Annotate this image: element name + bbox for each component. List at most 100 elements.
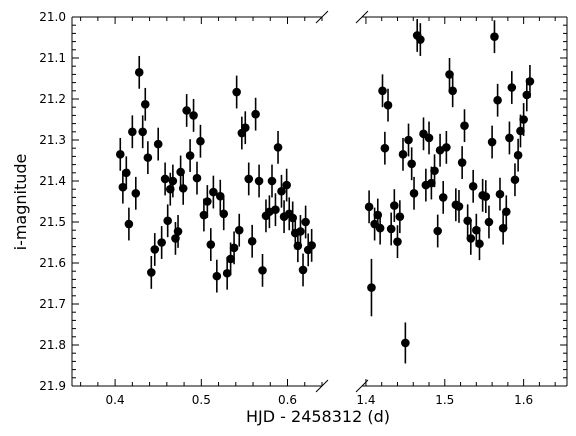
- data-point: [251, 109, 260, 119]
- data-point: [222, 268, 232, 278]
- y-tick-label: 21.2: [39, 92, 66, 106]
- data-point: [487, 137, 497, 147]
- x-tick-label: 0.4: [106, 393, 125, 407]
- y-tick-label: 21.0: [39, 10, 66, 24]
- data-point: [367, 283, 376, 292]
- data-point: [157, 238, 166, 247]
- data-point: [490, 32, 499, 41]
- data-point: [138, 127, 147, 137]
- data-point: [185, 151, 195, 160]
- data-point: [430, 166, 439, 176]
- data-point: [273, 143, 283, 152]
- x-tick-label: 0.6: [278, 393, 297, 407]
- data-point: [163, 216, 172, 226]
- data-point: [438, 193, 448, 202]
- data-point: [203, 197, 212, 206]
- data-point: [445, 70, 454, 79]
- data-point: [153, 139, 163, 149]
- y-tick-label: 21.3: [39, 133, 66, 147]
- data-point: [383, 100, 393, 110]
- data-point: [463, 216, 472, 226]
- axis-break-mark: [315, 379, 329, 393]
- data-point: [229, 243, 239, 253]
- data-point: [192, 173, 202, 183]
- axis-break-mark: [355, 10, 369, 24]
- data-point: [498, 223, 508, 233]
- data-point: [189, 111, 198, 120]
- data-point: [215, 191, 225, 201]
- data-point: [481, 192, 491, 201]
- data-point: [254, 176, 264, 186]
- axis-break-marks: [315, 10, 369, 393]
- data-point: [134, 68, 144, 77]
- left-panel: [71, 16, 323, 387]
- data-point: [232, 87, 241, 97]
- data-point: [493, 95, 502, 105]
- data-point: [516, 126, 525, 136]
- data-point: [301, 217, 310, 227]
- data-point: [143, 153, 153, 162]
- y-tick-label: 21.4: [39, 174, 66, 188]
- axis-break-mark: [355, 379, 369, 393]
- data-point: [401, 338, 410, 348]
- data-point: [128, 127, 137, 137]
- data-point: [307, 241, 316, 250]
- data-point: [398, 150, 408, 159]
- right-panel-marks: [364, 19, 535, 364]
- left-panel-frame: [71, 16, 322, 387]
- y-tick-label: 21.5: [39, 215, 66, 229]
- y-tick-label: 21.9: [39, 379, 66, 393]
- data-point: [240, 123, 250, 132]
- data-point: [173, 227, 183, 236]
- data-point: [513, 150, 523, 160]
- data-point: [393, 237, 402, 246]
- data-point: [386, 224, 396, 234]
- data-point: [448, 86, 457, 96]
- right-panel: [362, 16, 568, 387]
- data-point: [247, 236, 257, 246]
- data-point: [522, 90, 532, 100]
- y-axis-title: i-magnitude: [11, 154, 30, 251]
- data-point: [178, 184, 188, 193]
- data-point: [404, 135, 413, 145]
- data-point: [296, 227, 305, 236]
- data-point: [258, 266, 267, 275]
- data-point: [507, 83, 517, 92]
- data-point: [475, 239, 484, 249]
- data-point: [468, 182, 478, 191]
- data-point: [298, 265, 308, 275]
- data-point: [409, 189, 419, 198]
- data-point: [282, 180, 291, 190]
- data-point: [424, 133, 434, 143]
- left-panel-marks: [115, 55, 316, 293]
- data-point: [131, 189, 141, 198]
- data-point: [219, 209, 229, 219]
- data-point: [416, 35, 425, 44]
- data-point: [472, 225, 481, 235]
- data-point: [457, 158, 467, 167]
- y-tick-labels: 21.0 21.1 21.2 21.3 21.4 21.5 21.6 21.7 21.8 21.9: [39, 10, 66, 393]
- y-tick-label: 21.8: [39, 338, 66, 352]
- data-point: [206, 240, 216, 249]
- data-point: [150, 245, 160, 254]
- data-point: [390, 201, 399, 210]
- data-point: [505, 133, 514, 143]
- data-point: [115, 150, 125, 159]
- data-point: [140, 100, 150, 109]
- data-point: [124, 219, 134, 229]
- data-point: [364, 202, 374, 212]
- x-axis-title: HJD - 2458312 (d): [246, 407, 390, 426]
- data-point: [427, 178, 436, 188]
- y-tick-label: 21.1: [39, 51, 66, 65]
- data-point: [454, 202, 464, 211]
- data-point: [501, 207, 511, 217]
- data-point: [519, 115, 528, 124]
- x-tick-label: 1.5: [435, 393, 454, 407]
- data-point: [267, 176, 277, 186]
- data-point: [495, 189, 505, 199]
- data-point: [212, 271, 222, 281]
- data-point: [484, 217, 494, 227]
- data-point: [433, 226, 442, 236]
- x-tick-labels: 0.4 0.5 0.6 1.4 1.5 1.6: [106, 393, 534, 407]
- data-point: [199, 210, 209, 220]
